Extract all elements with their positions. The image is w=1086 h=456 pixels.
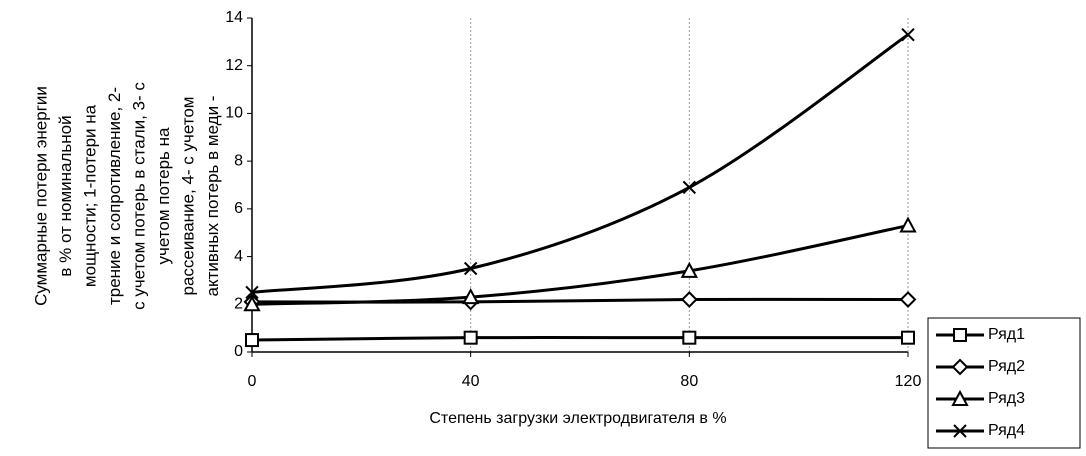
y-tick-label: 10 — [225, 105, 243, 122]
point — [245, 333, 259, 348]
point — [461, 288, 480, 305]
legend-marker — [953, 328, 967, 342]
legend-label: Ряд4 — [988, 422, 1025, 439]
y-axis-title-line: учетом потерь на — [154, 127, 173, 264]
legend-marker — [953, 424, 967, 438]
point — [680, 261, 699, 278]
point — [680, 291, 698, 308]
y-axis-title-line: активных потерь в меди - — [203, 96, 222, 297]
x-axis-title: Степень загрузки электродвигателя в % — [429, 410, 726, 427]
series-line — [251, 336, 908, 342]
y-tick-label: 4 — [234, 248, 243, 265]
y-axis-title-line: трение и сопротивление, 2- — [105, 87, 124, 305]
legend-marker — [951, 358, 969, 376]
point — [245, 285, 259, 300]
legend-label: Ряд2 — [988, 358, 1025, 375]
y-tick-label: 6 — [234, 200, 243, 217]
y-tick-label: 14 — [225, 9, 243, 26]
point — [899, 216, 917, 233]
y-axis-title-line: в % от номинальной — [56, 115, 75, 276]
point — [463, 261, 478, 276]
y-axis-title-line: рассеивание, 4- с учетом — [178, 97, 197, 296]
point — [901, 27, 915, 42]
legend-marker — [951, 389, 969, 406]
point — [463, 330, 478, 345]
point — [682, 180, 697, 195]
point — [899, 291, 917, 308]
legend-label: Ряд3 — [988, 390, 1025, 407]
legend: Ряд1 Ряд2 Ряд3 Ряд4 — [927, 317, 1081, 449]
y-axis-title-line: Суммарные потери энергии — [31, 86, 50, 306]
x-tick-label: 80 — [680, 373, 698, 390]
point — [243, 295, 261, 312]
x-tick-label: 120 — [895, 373, 922, 390]
y-axis-title-line: с учетом потерь в стали, 3- с — [129, 82, 148, 310]
x-tick-label: 0 — [248, 373, 257, 390]
x-tick-label: 40 — [462, 373, 480, 390]
legend-label: Ряд1 — [988, 326, 1025, 343]
series-line — [251, 224, 909, 306]
point — [901, 330, 915, 345]
y-tick-label: 0 — [234, 343, 243, 360]
point — [682, 330, 697, 345]
y-tick-label: 2 — [234, 296, 243, 313]
y-axis-title-line: мощности; 1-потери на — [80, 104, 99, 287]
series-line — [251, 33, 909, 294]
y-tick-label: 8 — [234, 152, 243, 169]
y-tick-label: 12 — [225, 57, 243, 74]
